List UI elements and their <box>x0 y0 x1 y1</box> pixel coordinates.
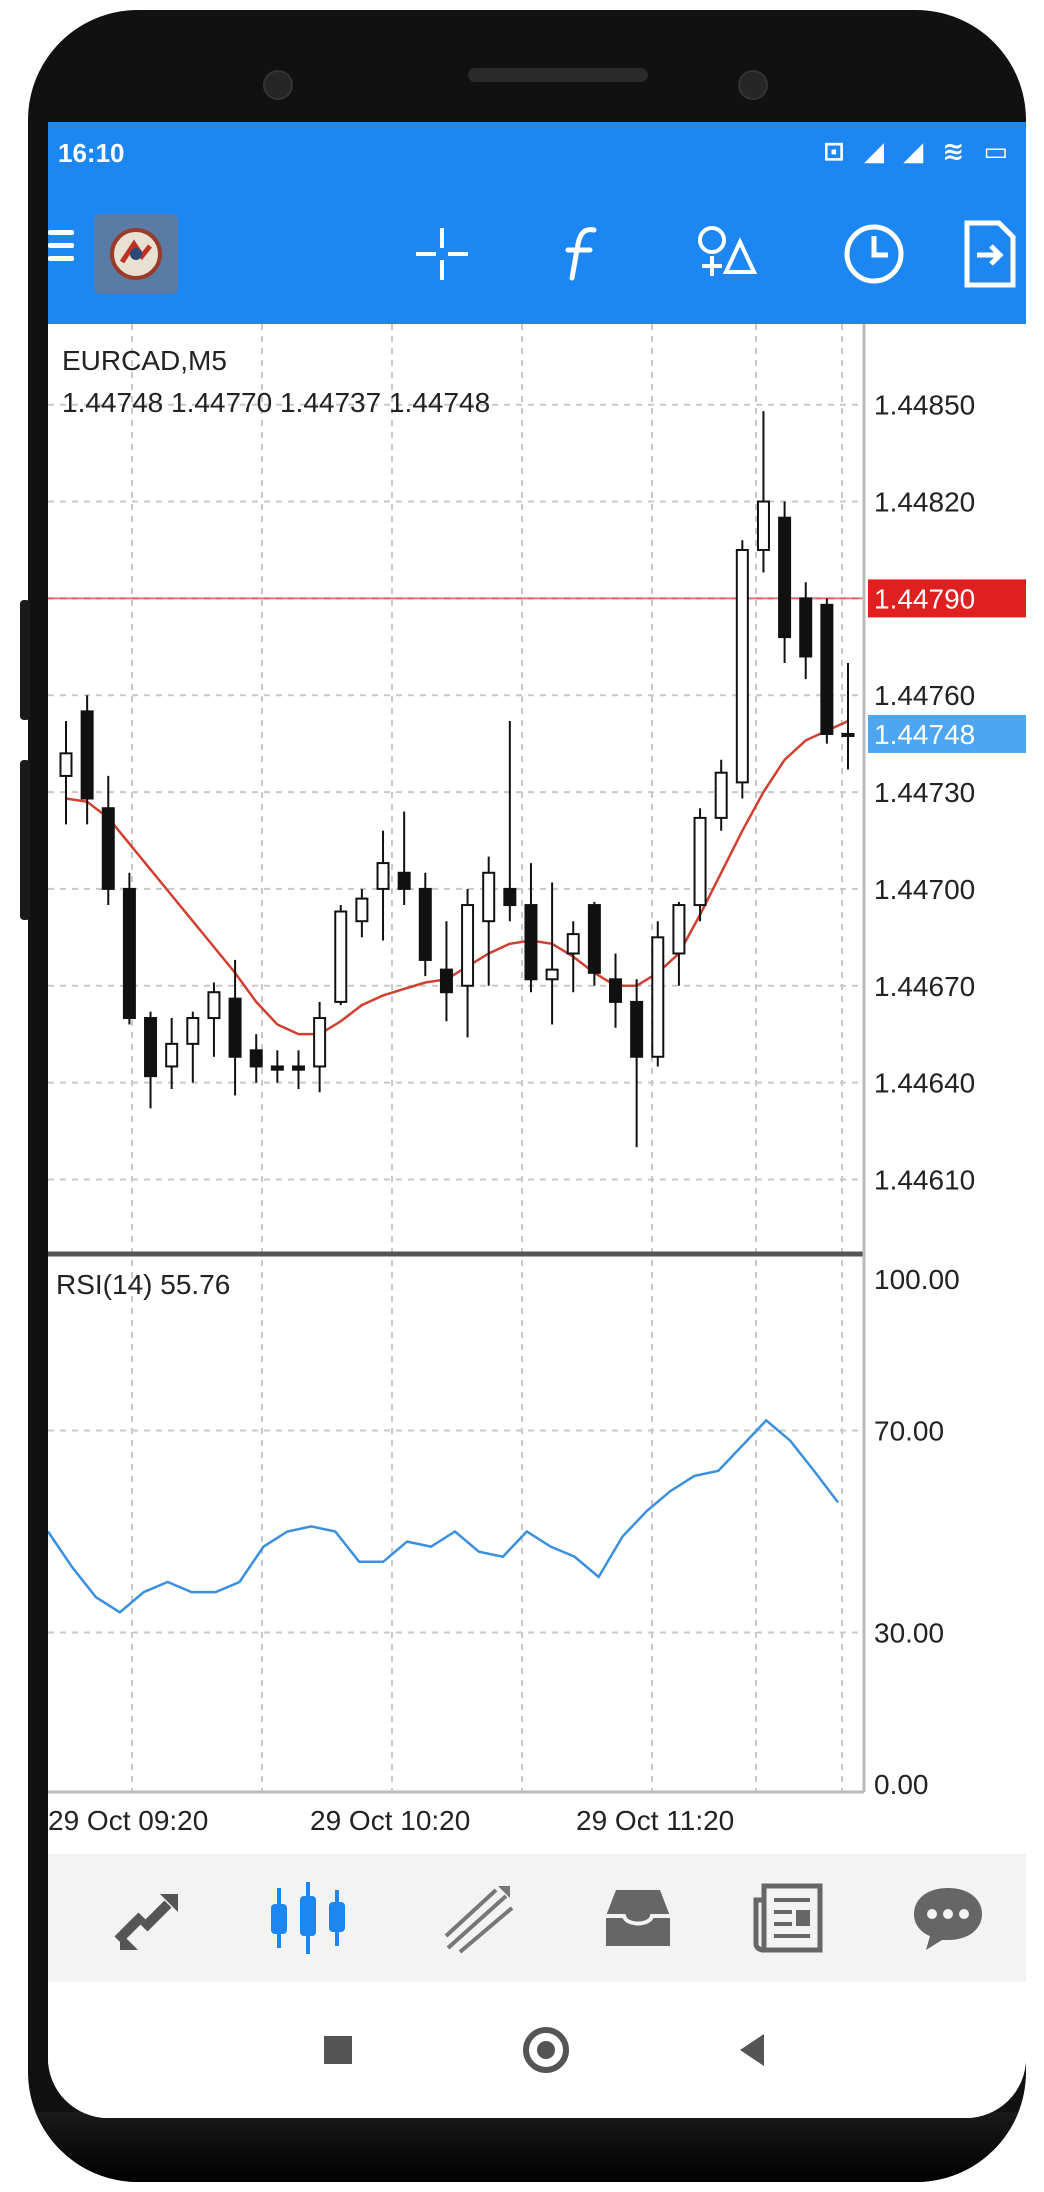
candle-body <box>545 968 559 981</box>
candle-body <box>482 871 496 923</box>
candle-body <box>165 1042 179 1068</box>
status-icons: ⊡ ◢ ◢ ≋ ▭ <box>822 136 1014 166</box>
candle-body <box>566 933 580 955</box>
time-tick-label: 29 Oct 09:20 <box>48 1805 208 1836</box>
menu-icon[interactable] <box>48 230 74 269</box>
rsi-tick-label: 0.00 <box>874 1769 929 1800</box>
candle-body <box>355 897 369 923</box>
candle-body <box>756 500 770 551</box>
candle-body <box>80 710 94 800</box>
rsi-label: RSI(14) 55.76 <box>56 1269 230 1300</box>
candle-body <box>630 1000 644 1058</box>
new-order-icon[interactable] <box>948 212 1026 296</box>
rsi-tick-label: 30.00 <box>874 1618 944 1649</box>
bottom-nav <box>48 1854 1026 1982</box>
back-icon[interactable] <box>724 2022 780 2078</box>
candle-body <box>249 1049 263 1068</box>
candle-body <box>799 597 813 658</box>
timeframe-clock-icon[interactable] <box>832 212 916 296</box>
candle-body <box>778 516 792 639</box>
speaker-grille <box>468 68 648 82</box>
price-tick-label: 1.44730 <box>874 777 975 808</box>
candle-body <box>144 1017 158 1078</box>
candle-body <box>714 771 728 819</box>
rsi-tick-label: 70.00 <box>874 1416 944 1447</box>
bid-price-badge <box>868 714 1026 753</box>
candle-body <box>587 904 601 974</box>
price-tick-label: 1.44640 <box>874 1068 975 1099</box>
candle-body <box>291 1065 305 1071</box>
candle-body <box>735 548 749 784</box>
trade-icon[interactable] <box>428 1872 528 1964</box>
price-tick-label: 1.44820 <box>874 487 975 518</box>
history-icon[interactable] <box>588 1872 688 1964</box>
candle-body <box>461 904 475 987</box>
app-logo[interactable] <box>94 214 178 294</box>
volume-button <box>20 600 30 720</box>
candle-body <box>418 887 432 961</box>
candle-body <box>270 1065 284 1071</box>
status-bar: 16:10 ⊡ ◢ ◢ ≋ ▭ <box>48 122 1026 184</box>
candle-body <box>186 1017 200 1045</box>
indicators-icon[interactable] <box>540 212 624 296</box>
candle-body <box>122 887 136 1020</box>
candle-body <box>313 1017 327 1068</box>
quotes-icon[interactable] <box>98 1872 198 1964</box>
news-icon[interactable] <box>738 1872 838 1964</box>
candle-body <box>503 887 517 907</box>
price-chart[interactable]: EURCAD,M5 1.44748 1.44770 1.44737 1.4474… <box>48 324 1026 1854</box>
candle-body <box>376 862 390 890</box>
status-time: 16:10 <box>58 138 125 168</box>
android-navigation-bar <box>48 1982 1026 2118</box>
chart-area[interactable]: EURCAD,M5 1.44748 1.44770 1.44737 1.4474… <box>48 324 1026 1854</box>
chart-toolbar <box>48 184 1026 324</box>
time-tick-label: 29 Oct 11:20 <box>576 1805 734 1836</box>
crosshair-icon[interactable] <box>400 212 484 296</box>
front-camera <box>738 70 768 100</box>
objects-icon[interactable] <box>686 212 770 296</box>
price-tick-label: 1.44850 <box>874 390 975 421</box>
ask-price-label: 1.44790 <box>874 583 975 614</box>
candle-body <box>228 997 242 1058</box>
candle-body <box>207 991 221 1020</box>
bid-price-label: 1.44748 <box>874 719 975 750</box>
candle-body <box>101 807 115 890</box>
candle-body <box>693 816 707 907</box>
time-tick-label: 29 Oct 10:20 <box>310 1805 470 1836</box>
chart-icon[interactable] <box>258 1872 358 1964</box>
symbol-label: EURCAD,M5 <box>62 345 227 376</box>
candle-body <box>841 732 855 737</box>
home-icon[interactable] <box>518 2022 574 2078</box>
candle-body <box>59 752 73 777</box>
candle-body <box>439 968 453 994</box>
candle-body <box>609 978 623 1003</box>
phone-screen: 16:10 ⊡ ◢ ◢ ≋ ▭ <box>48 122 1026 2118</box>
front-sensor <box>263 70 293 100</box>
price-tick-label: 1.44700 <box>874 874 975 905</box>
bixby-button <box>20 760 30 920</box>
candle-body <box>672 904 686 955</box>
price-tick-label: 1.44670 <box>874 971 975 1002</box>
ask-price-badge <box>868 579 1026 618</box>
moving-average-line <box>65 719 849 1036</box>
messages-icon[interactable] <box>898 1872 998 1964</box>
candle-body <box>334 910 348 1003</box>
rsi-line <box>48 1418 839 1614</box>
price-tick-label: 1.44610 <box>874 1164 975 1195</box>
candle-body <box>397 871 411 890</box>
candle-body <box>651 936 665 1058</box>
price-tick-label: 1.44760 <box>874 680 975 711</box>
rsi-tick-label: 100.00 <box>874 1264 960 1295</box>
ohlc-label: 1.44748 1.44770 1.44737 1.44748 <box>62 387 490 418</box>
candle-body <box>820 603 834 735</box>
recent-apps-icon[interactable] <box>310 2022 366 2078</box>
candle-body <box>524 904 538 981</box>
